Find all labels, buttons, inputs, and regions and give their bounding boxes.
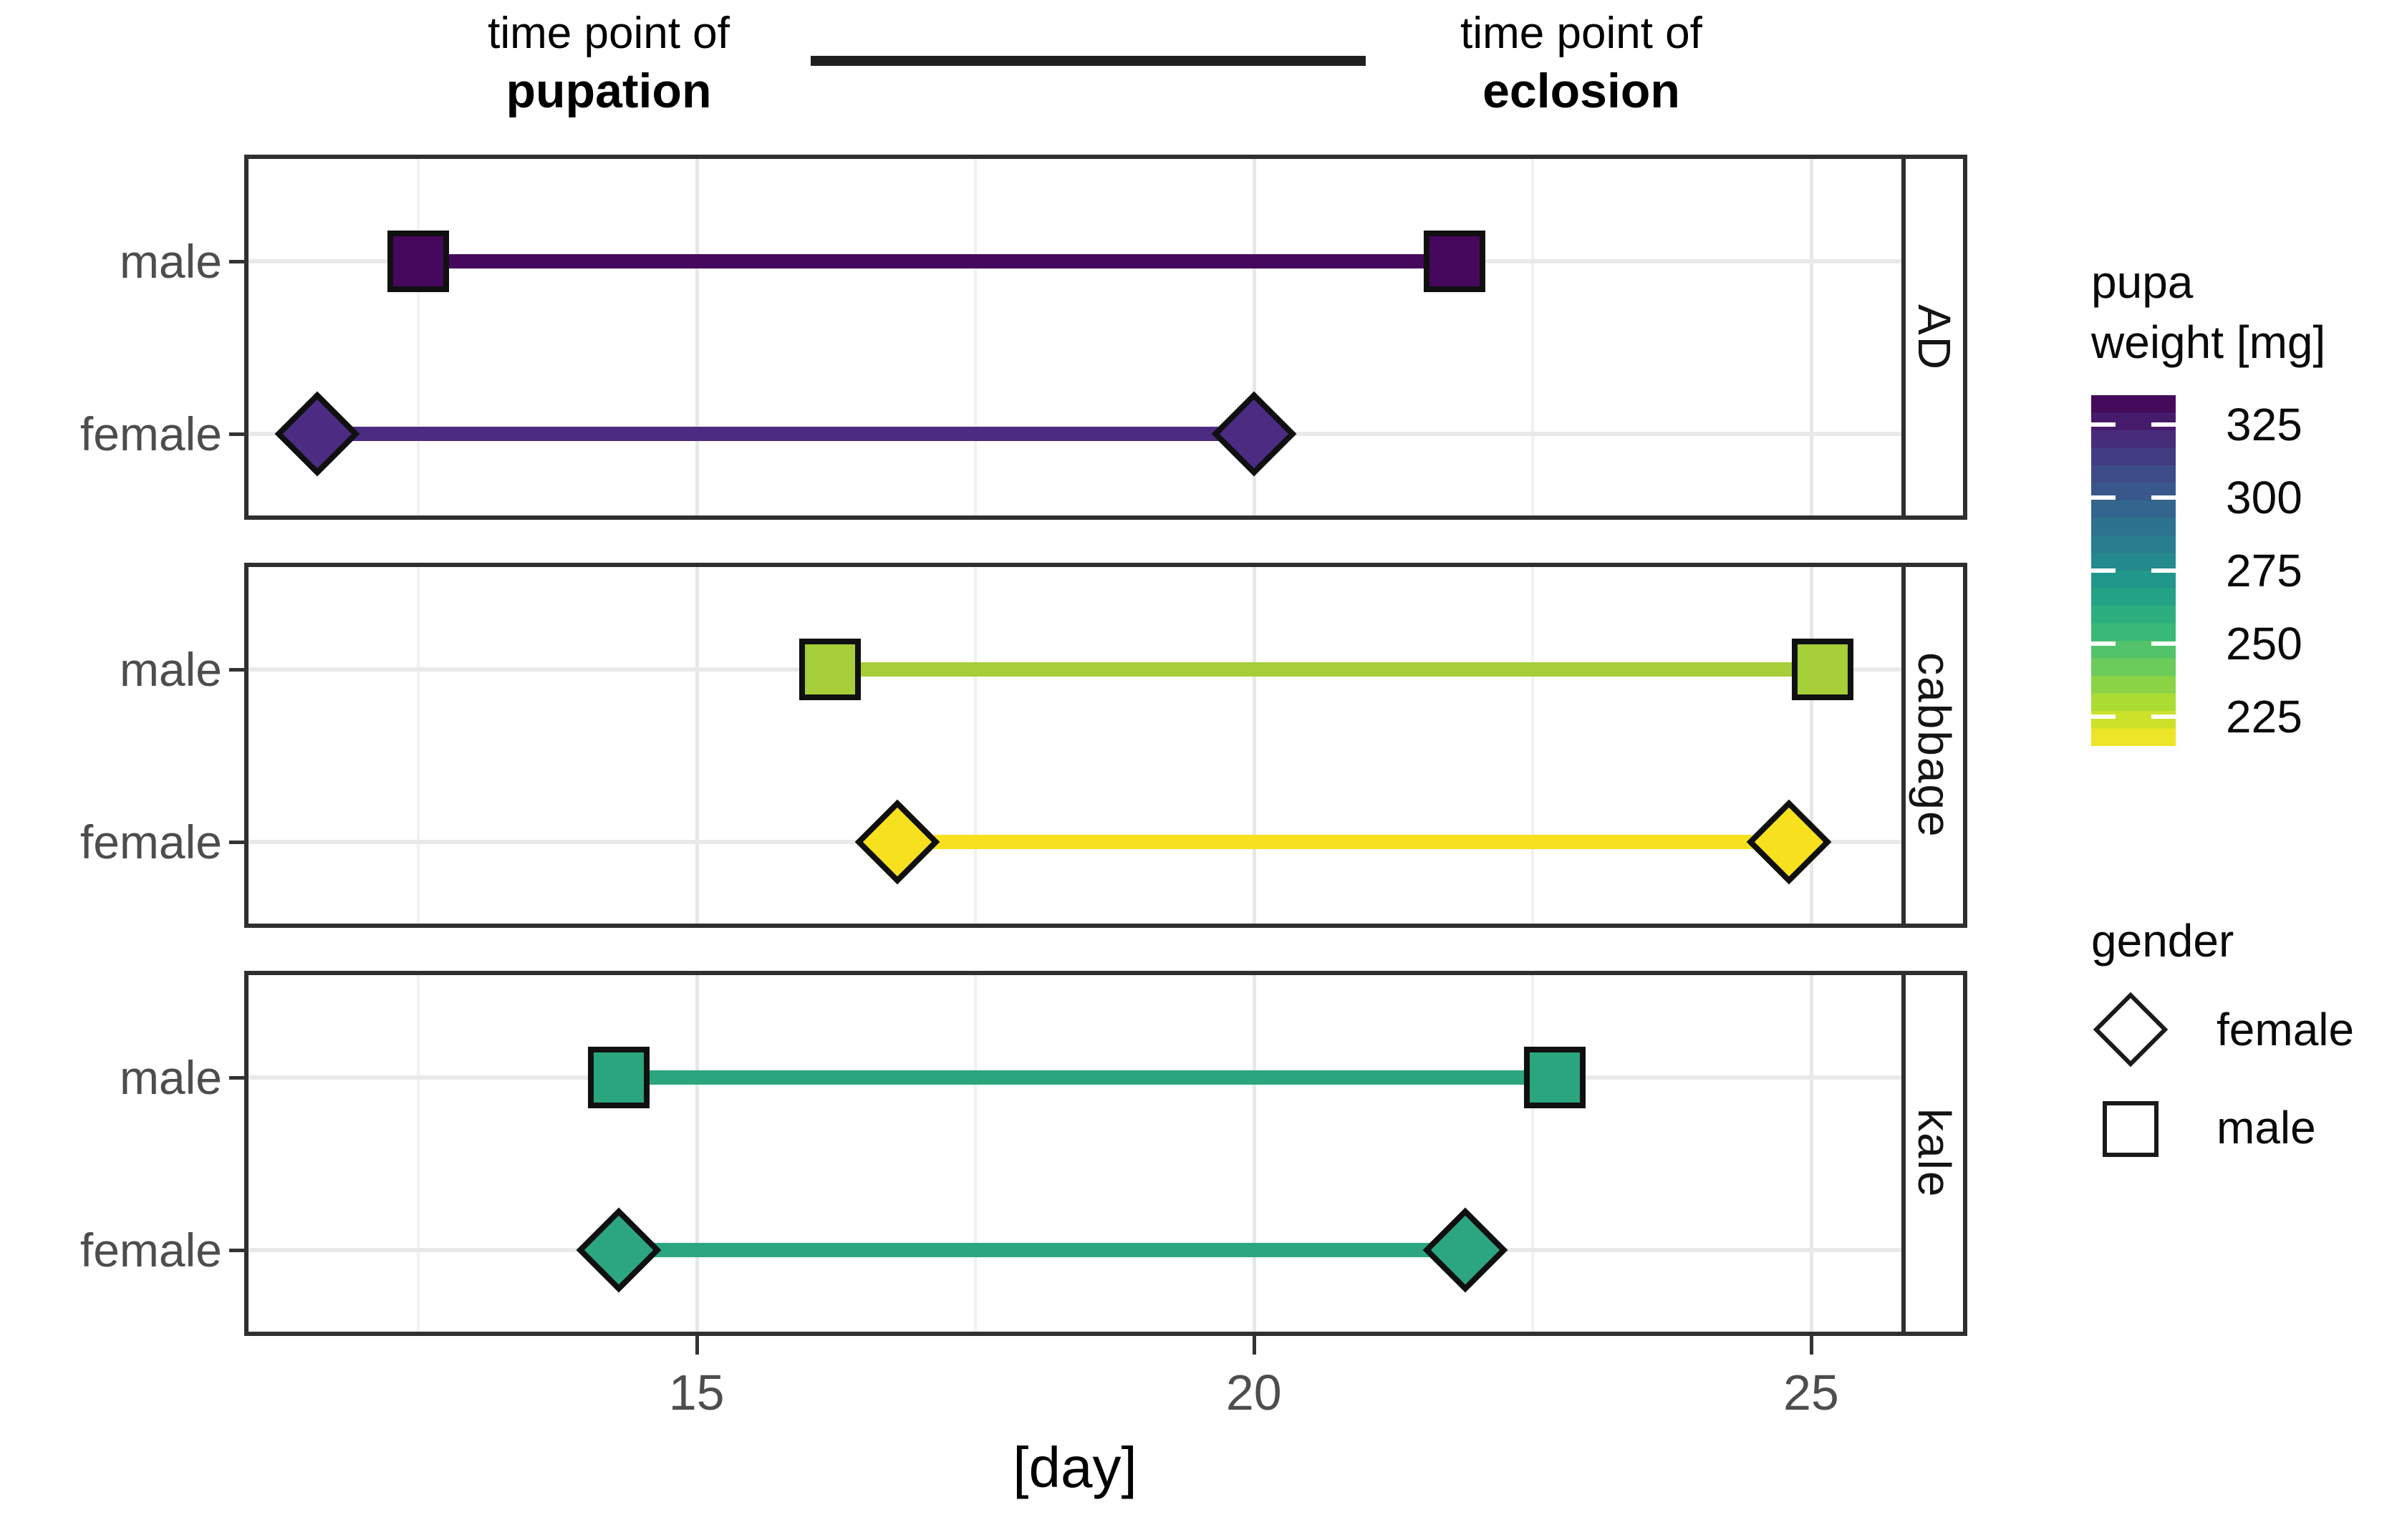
minor-gridline xyxy=(973,975,977,1332)
pupation-marker-cabbage-male xyxy=(799,639,862,700)
colorbar-legend-title-line1: pupa xyxy=(2091,256,2194,308)
header-caption-eclosion-line1: time point of xyxy=(1460,9,1702,58)
colorbar-tick-mark xyxy=(2151,422,2176,427)
colorbar-tick-label: 325 xyxy=(2226,398,2302,450)
gender-legend-label-male: male xyxy=(2217,1102,2316,1153)
facet-strip-label-cabbage: cabbage xyxy=(1909,652,1960,838)
male-square-key-icon xyxy=(2103,1101,2159,1157)
major-gridline xyxy=(1809,159,1813,515)
facet-panel-AD xyxy=(244,155,1906,520)
x-axis-tick xyxy=(695,1336,699,1355)
minor-gridline xyxy=(973,159,977,515)
colorbar-tick-mark xyxy=(2091,422,2116,427)
x-axis-tick-label: 20 xyxy=(1225,1365,1282,1420)
header-caption-eclosion: time point of eclosion xyxy=(1366,7,1796,122)
y-axis-label-female-kale: female xyxy=(79,1224,222,1277)
dumbbell-segment-AD-male xyxy=(418,254,1455,268)
pupation-marker-AD-male xyxy=(387,231,449,292)
facet-strip-label-kale: kale xyxy=(1909,1108,1960,1198)
y-axis-tick xyxy=(229,1076,249,1080)
facet-strip-kale: kale xyxy=(1901,971,1967,1336)
colorbar-tick-mark xyxy=(2091,715,2116,720)
colorbar-tick-mark xyxy=(2091,568,2116,573)
y-axis-tick xyxy=(229,841,249,844)
facet-strip-label-AD: AD xyxy=(1909,304,1960,371)
x-axis-tick xyxy=(1809,1336,1813,1355)
y-axis-label-male-cabbage: male xyxy=(119,643,222,696)
colorbar-tick-label: 225 xyxy=(2226,691,2302,743)
header-caption-pupation-line1: time point of xyxy=(488,9,730,58)
colorbar-tick-label: 250 xyxy=(2226,618,2302,670)
x-axis-title: [day] xyxy=(1013,1435,1137,1499)
y-axis-tick xyxy=(229,260,249,263)
colorbar-tick-mark xyxy=(2151,495,2176,500)
x-axis-tick-label: 25 xyxy=(1783,1365,1839,1420)
colorbar-tick-mark xyxy=(2151,641,2176,646)
header-caption-eclosion-line2: eclosion xyxy=(1482,64,1680,118)
y-axis-tick xyxy=(229,668,249,672)
colorbar-tick-label: 275 xyxy=(2226,545,2302,596)
x-axis-tick-label: 15 xyxy=(668,1365,725,1420)
major-gridline xyxy=(1252,567,1256,924)
minor-gridline xyxy=(416,567,420,924)
y-axis-label-female-AD: female xyxy=(79,407,222,460)
major-gridline xyxy=(1252,159,1256,515)
major-gridline xyxy=(695,567,699,924)
dumbbell-segment-kale-male xyxy=(618,1070,1555,1085)
y-axis-label-female-cabbage: female xyxy=(79,815,222,868)
x-axis-tick xyxy=(1252,1336,1256,1355)
facet-panel-kale xyxy=(244,971,1906,1336)
dumbbell-segment-AD-female xyxy=(317,427,1254,441)
colorbar-tick-mark xyxy=(2151,568,2176,573)
colorbar-tick-mark xyxy=(2151,715,2176,720)
header-caption-pupation: time point of pupation xyxy=(394,7,824,122)
major-gridline xyxy=(1809,975,1813,1332)
y-axis-tick xyxy=(229,432,249,436)
dumbbell-segment-cabbage-male xyxy=(830,662,1823,677)
minor-gridline xyxy=(1530,567,1534,924)
minor-gridline xyxy=(416,975,420,1332)
female-diamond-key-icon xyxy=(2093,992,2169,1067)
header-caption-pupation-line2: pupation xyxy=(506,64,712,118)
colorbar-legend-title: pupa weight [mg] xyxy=(2091,252,2325,372)
colorbar-tick-label: 300 xyxy=(2226,471,2302,523)
minor-gridline xyxy=(416,159,420,515)
colorbar-tick-mark xyxy=(2091,641,2116,646)
dumbbell-segment-cabbage-female xyxy=(897,835,1789,849)
facet-strip-cabbage: cabbage xyxy=(1901,563,1967,928)
y-axis-label-male-AD: male xyxy=(119,235,222,288)
gender-legend-title: gender xyxy=(2091,915,2234,967)
eclosion-marker-AD-male xyxy=(1423,231,1485,292)
major-gridline xyxy=(695,159,699,515)
major-gridline xyxy=(1252,975,1256,1332)
colorbar-tick-mark xyxy=(2091,495,2116,500)
eclosion-marker-kale-male xyxy=(1523,1047,1586,1108)
facet-panel-cabbage xyxy=(244,563,1906,928)
y-axis-tick xyxy=(229,1249,249,1252)
header-connector-line xyxy=(811,56,1366,66)
colorbar-legend-title-line2: weight [mg] xyxy=(2091,316,2326,368)
major-gridline xyxy=(695,975,699,1332)
eclosion-marker-cabbage-male xyxy=(1791,639,1853,700)
dumbbell-segment-kale-female xyxy=(618,1243,1466,1257)
minor-gridline xyxy=(1530,975,1534,1332)
pupation-marker-kale-male xyxy=(587,1047,650,1108)
facet-strip-AD: AD xyxy=(1901,155,1967,520)
minor-gridline xyxy=(973,567,977,924)
major-gridline xyxy=(1809,567,1813,924)
y-axis-label-male-kale: male xyxy=(119,1051,222,1104)
gender-legend-label-female: female xyxy=(2217,1004,2355,1055)
minor-gridline xyxy=(1530,159,1534,515)
